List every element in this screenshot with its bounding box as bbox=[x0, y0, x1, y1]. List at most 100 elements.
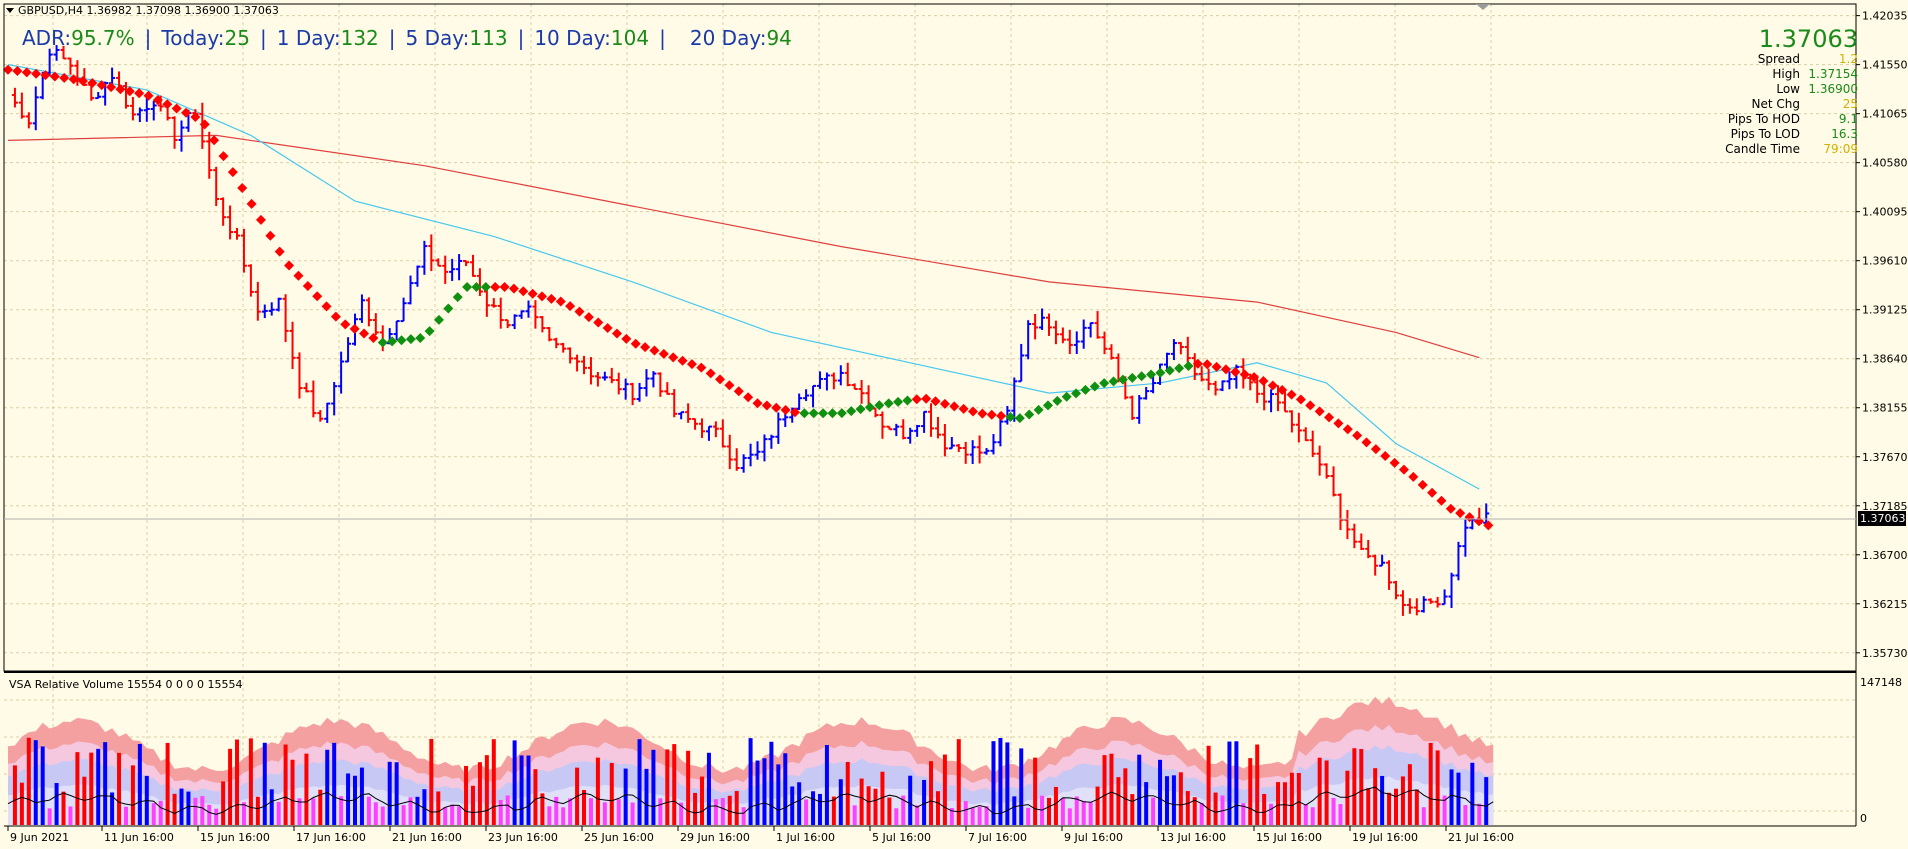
volume-bar bbox=[26, 737, 31, 825]
volume-bar bbox=[880, 771, 885, 825]
volume-bar bbox=[477, 762, 482, 825]
volume-bar bbox=[1338, 804, 1343, 825]
volume-bar bbox=[186, 791, 191, 825]
volume-bar bbox=[332, 742, 337, 825]
trend-marker bbox=[1136, 371, 1147, 382]
chart-shift-icon[interactable] bbox=[1476, 4, 1490, 10]
volume-bar bbox=[151, 803, 156, 825]
trend-marker bbox=[396, 335, 407, 346]
volume-bar bbox=[1220, 795, 1225, 825]
trend-marker bbox=[21, 67, 32, 78]
info-row-value: 16.3 bbox=[1831, 127, 1858, 141]
trend-marker bbox=[686, 359, 697, 370]
volume-bar bbox=[61, 791, 66, 825]
trend-marker bbox=[743, 392, 754, 403]
trend-marker bbox=[1333, 418, 1344, 429]
price-tick-label: 1.36215 bbox=[1862, 598, 1908, 611]
volume-bar bbox=[1310, 807, 1315, 825]
time-tick-label: 23 Jun 16:00 bbox=[488, 831, 558, 844]
trend-line bbox=[3, 64, 1494, 531]
volume-bar bbox=[1317, 757, 1322, 825]
volume-bar bbox=[401, 805, 406, 825]
volume-bar bbox=[1380, 775, 1385, 825]
volume-bar bbox=[137, 743, 142, 825]
volume-bar bbox=[1366, 788, 1371, 825]
trend-marker bbox=[911, 394, 922, 405]
volume-bar bbox=[817, 793, 822, 825]
trend-marker bbox=[152, 95, 163, 106]
volume-bar bbox=[1296, 773, 1301, 825]
volume-bar bbox=[991, 741, 996, 825]
trend-marker bbox=[462, 281, 473, 292]
volume-bar bbox=[207, 804, 212, 825]
time-tick-label: 15 Jun 16:00 bbox=[200, 831, 270, 844]
trend-marker bbox=[340, 319, 351, 330]
info-row-label: Pips To HOD bbox=[1727, 112, 1800, 126]
trend-marker bbox=[1398, 464, 1409, 475]
volume-bar bbox=[602, 802, 607, 825]
trend-marker bbox=[1445, 503, 1456, 514]
trend-marker bbox=[1061, 391, 1072, 402]
volume-bar bbox=[1227, 741, 1232, 825]
volume-bar bbox=[241, 802, 246, 825]
adr-label: ADR: bbox=[22, 26, 72, 50]
trend-marker bbox=[846, 406, 857, 417]
trend-marker bbox=[471, 281, 482, 292]
volume-bar bbox=[12, 765, 17, 825]
price-tick-label: 1.35730 bbox=[1862, 647, 1908, 660]
trend-marker bbox=[218, 151, 229, 162]
dropdown-icon[interactable] bbox=[6, 8, 14, 13]
volume-bar bbox=[498, 800, 503, 825]
trend-marker bbox=[715, 374, 726, 385]
day5-value: 113 bbox=[469, 26, 508, 50]
volume-bar bbox=[366, 796, 371, 825]
trend-marker bbox=[96, 80, 107, 91]
volume-bar bbox=[1019, 748, 1024, 825]
volume-bar bbox=[1373, 768, 1378, 825]
volume-bar bbox=[1255, 744, 1260, 825]
volume-bar bbox=[1262, 793, 1267, 825]
trend-marker bbox=[293, 270, 304, 281]
trend-marker bbox=[40, 70, 51, 81]
trend-marker bbox=[124, 86, 135, 97]
trend-marker bbox=[1380, 450, 1391, 461]
volume-bar bbox=[269, 789, 274, 825]
volume-bar bbox=[1088, 802, 1093, 825]
volume-bar bbox=[235, 739, 240, 825]
trend-marker bbox=[115, 84, 126, 95]
volume-bar bbox=[949, 808, 954, 825]
time-tick-label: 29 Jun 16:00 bbox=[680, 831, 750, 844]
trend-marker bbox=[1211, 361, 1222, 372]
volume-bar bbox=[1053, 786, 1058, 825]
volume-bar bbox=[1435, 750, 1440, 825]
trend-marker bbox=[1342, 424, 1353, 435]
volume-bar bbox=[776, 764, 781, 825]
price-axis: 1.42035 1.41550 1.41065 1.40580 1.40095 1.396… bbox=[1856, 10, 1908, 660]
trend-marker bbox=[443, 303, 454, 314]
ma-fast-line bbox=[7, 64, 1480, 490]
trend-marker bbox=[1146, 369, 1157, 380]
volume-bar bbox=[1095, 786, 1100, 825]
trend-marker bbox=[818, 408, 829, 419]
trend-marker bbox=[405, 334, 416, 345]
volume-bar bbox=[540, 793, 545, 825]
time-tick-label: 9 Jun 2021 bbox=[10, 831, 69, 844]
day1-label: 1 Day: bbox=[276, 26, 341, 50]
trend-marker bbox=[1277, 385, 1288, 396]
trend-marker bbox=[387, 336, 398, 347]
volume-bar bbox=[512, 740, 517, 825]
volume-bar bbox=[1102, 755, 1107, 825]
volume-bar bbox=[1442, 795, 1447, 825]
price-tick-label: 1.36700 bbox=[1862, 549, 1908, 562]
volume-bar bbox=[1074, 796, 1079, 825]
volume-min-label: 0 bbox=[1860, 812, 1867, 825]
trend-marker bbox=[330, 311, 341, 322]
volume-bar bbox=[103, 742, 108, 825]
volume-bar bbox=[1130, 794, 1135, 825]
volume-bar bbox=[1484, 777, 1489, 825]
info-row: Candle Time 79:09 bbox=[1658, 142, 1858, 157]
trend-marker bbox=[1352, 430, 1363, 441]
trend-marker bbox=[902, 395, 913, 406]
trend-marker bbox=[780, 405, 791, 416]
